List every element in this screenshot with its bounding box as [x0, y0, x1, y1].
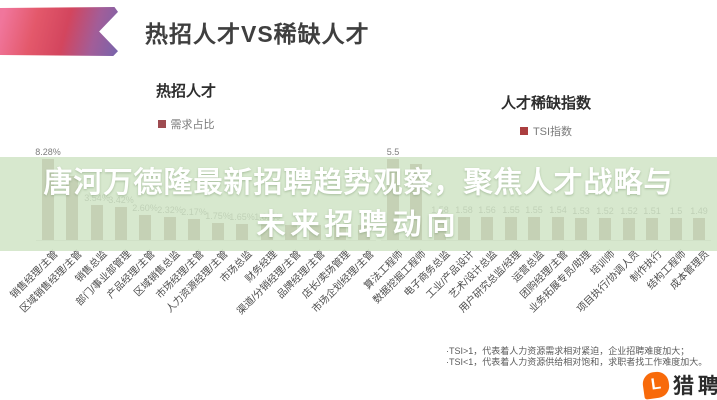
tsi-footnote-2: ·TSI<1，代表着人力资源供给相对饱和，求职者找工作难度加大。 — [446, 357, 708, 367]
tsi-footnote-1: ·TSI>1，代表着人力资源需求相对紧迫，企业招聘难度加大； — [446, 346, 690, 356]
liepin-logo-text: 猎聘 — [673, 375, 717, 398]
tsi-footnotes: ·TSI>1，代表着人力资源需求相对紧迫，企业招聘难度加大； ·TSI<1，代表… — [446, 346, 707, 368]
legend-marker-icon — [519, 127, 528, 135]
right-chart-title: 人才稀缺指数 — [500, 95, 591, 112]
page-title: 热招人才VS稀缺人才 — [145, 21, 370, 47]
bar-value-label: 5.5 — [386, 147, 400, 157]
bar-value-label: 8.28% — [35, 147, 61, 157]
right-category-axis: 算法工程师 数据挖掘工程师 电子商务总监 工业/产品设计 艺术/设计总监 用户研究总监/经… — [362, 242, 711, 338]
left-chart-legend: 需求占比 — [36, 116, 336, 132]
right-chart-legend: TSI指数 — [381, 123, 711, 139]
headline-line-1: 唐河万德隆最新招聘趋势观察，聚焦人才战略与 — [43, 167, 674, 199]
legend-label: 需求占比 — [170, 119, 215, 131]
liepin-logo: L 猎聘 — [641, 370, 717, 400]
legend-marker-icon — [157, 120, 166, 128]
legend-label: TSI指数 — [532, 126, 573, 138]
liepin-logo-icon: L — [641, 370, 671, 400]
left-chart-title: 热招人才 — [155, 83, 216, 100]
headline-line-2: 未来招聘动向 — [256, 209, 461, 241]
watercolor-ribbon-icon — [0, 7, 118, 56]
headline-overlay-banner: 唐河万德隆最新招聘趋势观察，聚焦人才战略与 未来招聘动向 — [0, 157, 717, 251]
